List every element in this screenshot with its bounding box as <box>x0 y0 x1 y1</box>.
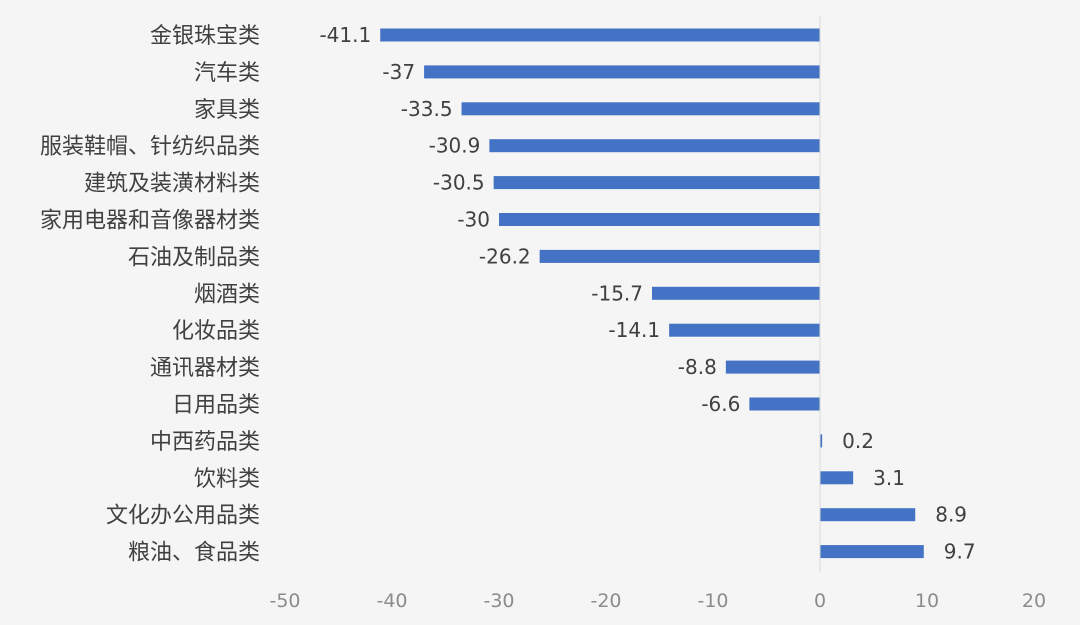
data-label: -30.5 <box>433 171 485 195</box>
bar <box>725 360 820 374</box>
bars-group <box>380 28 924 559</box>
category-label: 通讯器材类 <box>150 356 260 381</box>
x-tick-label: -30 <box>483 590 514 612</box>
category-label: 饮料类 <box>194 467 260 492</box>
category-label: 烟酒类 <box>194 282 260 307</box>
x-tick-label: -40 <box>376 590 407 612</box>
category-label: 文化办公用品类 <box>106 504 260 529</box>
category-label: 建筑及装潢材料类 <box>84 172 260 197</box>
data-label: -15.7 <box>591 281 643 305</box>
category-label: 化妆品类 <box>172 319 260 344</box>
category-labels-group: 金银珠宝类汽车类家具类服装鞋帽、针纺织品类建筑及装潢材料类家用电器和音像器材类石… <box>40 24 260 566</box>
category-label: 石油及制品类 <box>128 245 260 270</box>
x-tick-label: -10 <box>697 590 728 612</box>
x-tick-label: -20 <box>590 590 621 612</box>
category-label: 金银珠宝类 <box>150 24 260 49</box>
category-label: 日用品类 <box>172 393 260 418</box>
data-label: -30.9 <box>429 134 481 158</box>
data-label: -14.1 <box>608 318 660 342</box>
bar <box>493 176 820 190</box>
bar <box>820 471 854 485</box>
data-label: 9.7 <box>944 540 976 564</box>
category-label: 中西药品类 <box>150 430 260 455</box>
bar <box>461 102 820 116</box>
value-labels-group: -41.1 -37 -33.5 -30.9 -30.5 -30 -26.2 -15.7 -14.… <box>319 23 975 564</box>
bar <box>539 249 820 263</box>
data-label: -30 <box>457 208 490 232</box>
category-label: 服装鞋帽、针纺织品类 <box>40 135 260 160</box>
bar <box>424 65 820 79</box>
bar <box>749 397 820 411</box>
data-label: 3.1 <box>873 466 905 490</box>
bar <box>820 508 916 522</box>
bar <box>669 323 820 337</box>
x-tick-label: 20 <box>1022 590 1046 612</box>
data-label: -41.1 <box>319 23 371 47</box>
bar <box>380 28 820 42</box>
bar <box>489 139 820 153</box>
bar <box>820 434 823 448</box>
data-label: -37 <box>382 60 415 84</box>
x-tick-label: -50 <box>269 590 300 612</box>
x-tick-labels-group: -50 -40 -30 -20 -10 0 10 20 <box>269 590 1046 612</box>
data-label: -8.8 <box>678 355 717 379</box>
category-label: 粮油、食品类 <box>128 541 260 566</box>
data-label: -6.6 <box>701 392 740 416</box>
x-tick-label: 0 <box>814 590 826 612</box>
x-tick-label: 10 <box>915 590 939 612</box>
bar <box>652 286 820 300</box>
category-label: 汽车类 <box>194 61 260 86</box>
data-label: -26.2 <box>479 244 531 268</box>
data-label: 0.2 <box>842 429 874 453</box>
data-label: 8.9 <box>935 503 967 527</box>
bar <box>499 213 820 226</box>
bar <box>820 545 924 559</box>
data-label: -33.5 <box>401 97 453 121</box>
category-label: 家具类 <box>194 98 260 123</box>
category-label: 家用电器和音像器材类 <box>40 209 260 234</box>
